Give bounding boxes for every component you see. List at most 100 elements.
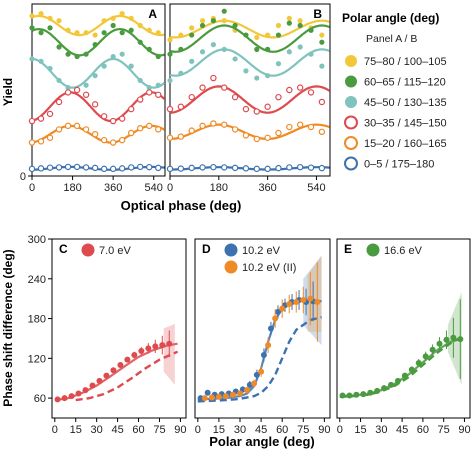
data-point — [231, 93, 239, 101]
data-point — [401, 372, 408, 379]
data-point — [275, 93, 282, 101]
fit-curve — [31, 57, 166, 89]
panel-label: B — [313, 7, 322, 21]
data-point — [74, 30, 80, 36]
data-point — [119, 30, 125, 36]
x-tick-label: 0 — [337, 424, 343, 436]
data-point — [264, 103, 271, 110]
data-point — [307, 295, 314, 302]
fit-curve — [169, 123, 330, 141]
data-point — [128, 63, 134, 69]
data-point — [110, 367, 117, 374]
data-point — [74, 53, 80, 60]
data-point — [38, 10, 44, 17]
data-point — [307, 164, 315, 171]
data-point — [286, 49, 292, 55]
data-point — [83, 30, 89, 36]
x-tick-label: 540 — [307, 182, 325, 194]
data-point — [221, 84, 228, 91]
data-point — [319, 32, 325, 38]
data-point — [254, 34, 260, 41]
x-tick-label: 30 — [234, 424, 246, 436]
data-point — [46, 110, 54, 118]
data-point — [47, 25, 53, 31]
data-point — [56, 18, 62, 24]
data-point — [232, 56, 238, 62]
data-point — [177, 133, 185, 140]
data-point — [199, 164, 206, 171]
data-point — [260, 352, 267, 359]
legend-item-label: 0–5 / 175–180 — [364, 159, 434, 171]
legend-item-label: 45–50 / 130–135 — [364, 97, 447, 109]
data-point — [56, 77, 62, 84]
data-point — [64, 163, 72, 171]
data-point — [231, 126, 239, 133]
data-point — [100, 165, 108, 173]
data-point — [29, 25, 35, 31]
data-point — [221, 46, 227, 52]
data-point — [131, 352, 138, 359]
data-point — [65, 85, 71, 91]
data-point — [166, 340, 173, 347]
data-point — [92, 73, 98, 79]
x-tick-label: 75 — [438, 424, 450, 436]
data-point — [251, 380, 258, 387]
data-point — [318, 164, 326, 172]
data-point — [178, 70, 184, 76]
data-point — [91, 130, 99, 138]
data-point — [231, 164, 239, 172]
data-point — [56, 44, 62, 50]
data-point — [188, 164, 195, 172]
data-point — [286, 123, 293, 131]
data-point — [55, 164, 63, 171]
data-point — [68, 393, 75, 400]
x-tick-label: 90 — [318, 424, 330, 436]
data-point — [37, 165, 45, 172]
data-point — [29, 13, 35, 19]
data-point — [47, 15, 53, 21]
data-point — [422, 353, 429, 360]
data-point — [82, 387, 89, 394]
data-point — [242, 105, 250, 113]
data-point — [197, 395, 204, 402]
data-point — [264, 165, 271, 173]
data-point — [199, 122, 206, 130]
legend-marker — [344, 136, 358, 150]
data-point — [155, 91, 162, 98]
data-point — [146, 27, 152, 33]
data-point — [374, 387, 381, 394]
panel-frame — [31, 3, 166, 177]
data-point — [272, 315, 279, 322]
data-point — [127, 164, 135, 171]
legend-marker — [345, 96, 357, 108]
data-point — [137, 163, 144, 171]
data-point — [242, 132, 250, 139]
data-point — [75, 390, 82, 397]
data-point — [221, 8, 227, 14]
x-tick-label: 90 — [458, 424, 470, 436]
data-point — [279, 305, 286, 312]
panel-label: E — [344, 242, 352, 256]
data-point — [210, 120, 217, 127]
panel-frame — [169, 3, 331, 177]
fit-curve — [169, 48, 330, 77]
data-point — [46, 134, 54, 141]
legend-marker — [224, 260, 238, 274]
y-axis-label-bottom: Phase shift difference (deg) — [1, 249, 15, 406]
data-point — [296, 163, 304, 171]
data-point — [296, 84, 304, 91]
y-tick-label: 120 — [28, 353, 46, 365]
data-point — [275, 22, 282, 29]
x-tick-label: 0 — [195, 424, 201, 436]
data-point — [73, 122, 81, 130]
data-point — [166, 165, 174, 173]
data-point — [429, 346, 436, 353]
data-point — [360, 391, 367, 398]
data-point — [146, 122, 153, 130]
legend-item-label: 10.2 eV (II) — [242, 262, 296, 274]
data-point — [110, 15, 116, 21]
data-point — [101, 63, 107, 69]
data-point — [346, 392, 353, 399]
data-point — [258, 368, 265, 375]
